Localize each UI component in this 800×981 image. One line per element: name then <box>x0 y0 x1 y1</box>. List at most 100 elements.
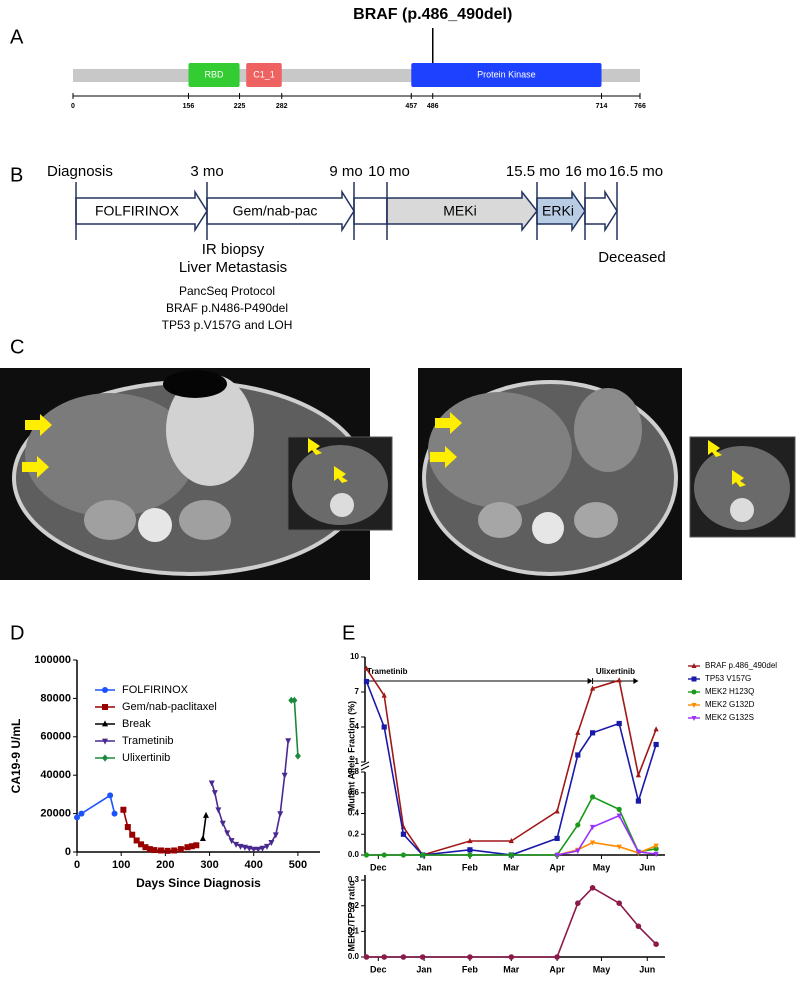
data-point <box>111 810 118 817</box>
data-point <box>653 741 659 748</box>
series-line <box>291 699 299 757</box>
mutation-label: BRAF (p.486_490del) <box>353 6 512 23</box>
data-point <box>255 846 262 853</box>
y-tick-label: 0 <box>65 846 71 858</box>
data-point <box>616 677 622 683</box>
x-tick-label: Jun <box>639 862 655 872</box>
y-tick-label: 20000 <box>40 808 71 820</box>
data-point <box>589 824 596 831</box>
axis-break <box>360 761 370 767</box>
legend-marker <box>691 676 697 682</box>
data-point <box>208 780 215 787</box>
data-point <box>268 840 275 846</box>
note: PancSeq Protocol <box>179 284 275 298</box>
data-point <box>616 813 622 819</box>
legend-label: TP53 V157G <box>705 674 751 683</box>
y-tick-label: 0.1 <box>348 926 360 935</box>
legend-marker <box>102 687 108 693</box>
data-point <box>291 696 298 704</box>
domain-label: RBD <box>205 69 225 79</box>
y-tick-label: 0.4 <box>348 809 360 818</box>
event-label: Deceased <box>598 249 666 266</box>
data-point <box>653 851 659 858</box>
axis-break <box>360 765 370 771</box>
y-tick-label: 4 <box>355 722 360 731</box>
annotation: Trametinib <box>367 667 408 676</box>
data-point <box>294 752 301 760</box>
phase-arrow <box>386 189 538 233</box>
data-point <box>363 954 370 960</box>
data-point <box>146 846 153 853</box>
note: BRAF p.N486-P490del <box>166 301 288 315</box>
data-point <box>554 954 560 960</box>
data-point <box>400 852 407 858</box>
data-point <box>575 822 581 828</box>
data-point <box>157 847 164 854</box>
data-point <box>508 837 514 844</box>
y-tick-label: 0.8 <box>348 767 360 776</box>
data-point <box>120 806 127 813</box>
data-point <box>281 772 288 779</box>
x-tick-label: Mar <box>503 862 520 872</box>
domain <box>411 63 602 87</box>
y-tick-label: 40000 <box>40 769 71 781</box>
data-point <box>184 844 191 851</box>
data-point <box>272 832 279 839</box>
data-point <box>575 752 581 758</box>
y-tick-label: 0.0 <box>348 952 360 961</box>
data-point <box>381 724 387 730</box>
data-point <box>142 844 149 851</box>
legend-label: FOLFIRINOX <box>122 684 189 696</box>
panel-label: C <box>10 336 24 358</box>
data-point <box>635 798 641 804</box>
legend-label: MEK2 G132D <box>705 700 755 709</box>
domain <box>246 63 282 87</box>
data-point <box>246 845 253 852</box>
y-tick-label: 0.0 <box>348 850 360 859</box>
x-tick-label: Dec <box>370 964 387 974</box>
legend-marker <box>102 720 108 727</box>
note: TP53 p.V157G and LOH <box>162 318 293 332</box>
legend-label: MEK2 G132S <box>705 713 754 722</box>
arrow-head <box>587 678 593 684</box>
data-point <box>467 954 473 960</box>
data-point <box>288 696 295 704</box>
legend-label: MEK2 H123Q <box>705 687 754 696</box>
time-label: 16.5 mo <box>609 163 663 180</box>
data-point <box>188 843 195 850</box>
series-line <box>556 841 657 856</box>
legend-label: Break <box>122 718 151 730</box>
legend-marker <box>691 663 697 668</box>
x-axis-title: Days Since Diagnosis <box>136 876 261 890</box>
domain-label: Protein Kinase <box>477 69 536 79</box>
event-label: Liver Metastasis <box>179 259 287 276</box>
data-point <box>241 844 248 851</box>
panel-label: A <box>10 26 24 48</box>
arrow-head <box>633 678 639 684</box>
data-point <box>575 848 581 854</box>
panel-label: E <box>342 622 355 644</box>
tick-label: 156 <box>183 103 195 110</box>
data-point <box>400 954 407 960</box>
data-point <box>233 841 240 848</box>
panel-label: B <box>10 164 23 186</box>
data-point <box>363 678 370 685</box>
data-point <box>381 954 388 960</box>
data-point <box>151 847 158 854</box>
data-point <box>419 954 426 960</box>
data-point <box>400 831 407 837</box>
data-point <box>616 806 622 812</box>
time-label: Diagnosis <box>47 163 113 180</box>
y-axis-title: MEK2/TP53 ratio <box>346 880 356 952</box>
ct-inset <box>689 436 796 538</box>
data-point <box>635 771 641 778</box>
data-point <box>653 726 659 732</box>
legend-marker <box>691 689 697 695</box>
data-point <box>177 846 184 853</box>
phase-arrow <box>536 189 586 233</box>
legend-marker <box>102 738 108 745</box>
x-tick-label: Apr <box>549 964 565 974</box>
series-line <box>366 795 657 856</box>
data-point <box>164 847 171 854</box>
